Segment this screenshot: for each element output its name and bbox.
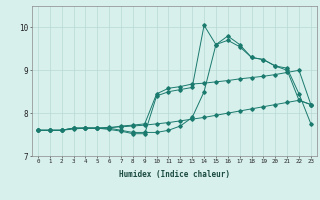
X-axis label: Humidex (Indice chaleur): Humidex (Indice chaleur) bbox=[119, 170, 230, 179]
